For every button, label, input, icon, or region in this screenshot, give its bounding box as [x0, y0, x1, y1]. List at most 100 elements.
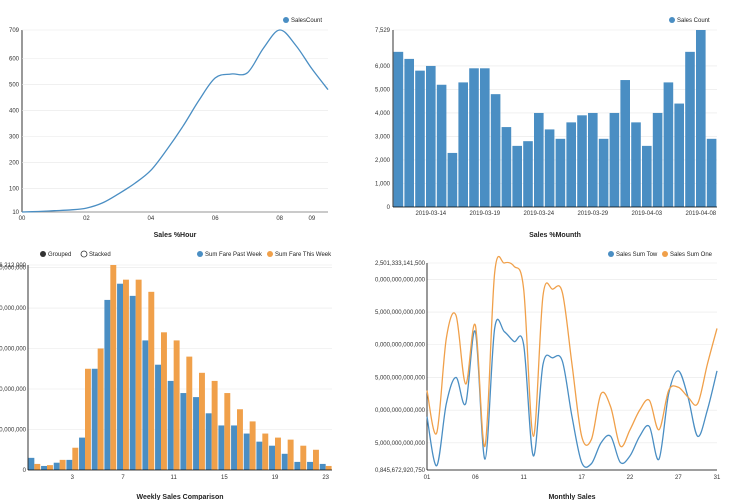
legend-past-week-swatch[interactable]: [197, 251, 203, 257]
bar-sum-fare-this-week[interactable]: [97, 348, 104, 470]
bar-sales-count[interactable]: [436, 84, 447, 207]
bar-sum-fare-this-week[interactable]: [161, 332, 167, 470]
bar-sales-count[interactable]: [393, 51, 404, 207]
bar-sales-count[interactable]: [566, 122, 576, 207]
bar-sum-fare-this-week[interactable]: [287, 439, 294, 470]
bar-sum-fare-past-week[interactable]: [281, 453, 288, 470]
y-tick-label: 20,000,000,000,000: [375, 408, 426, 414]
bar-sales-count[interactable]: [663, 82, 674, 207]
legend-sales-sum-one-swatch[interactable]: [662, 251, 668, 257]
y-tick-label: 10,845,672,920,750: [375, 468, 426, 474]
bar-sum-fare-past-week[interactable]: [142, 340, 149, 470]
x-tick-label: 15: [221, 475, 228, 481]
bar-sum-fare-past-week[interactable]: [155, 364, 161, 470]
bar-sum-fare-past-week[interactable]: [129, 295, 136, 470]
bar-sum-fare-this-week[interactable]: [199, 372, 205, 470]
bar-sales-count[interactable]: [577, 115, 587, 207]
bar-sales-count[interactable]: [685, 51, 695, 207]
monthly-sales-chart: 10,845,672,920,750 15,000,000,000,000 20,0…: [375, 250, 750, 500]
bar-sales-count[interactable]: [598, 138, 609, 207]
bar-sum-fare-past-week[interactable]: [294, 461, 301, 470]
monthly-sales-svg: 10,845,672,920,750 15,000,000,000,000 20,0…: [375, 251, 721, 500]
bar-sum-fare-past-week[interactable]: [117, 283, 123, 470]
bar-sales-count[interactable]: [415, 70, 425, 207]
bar-sum-fare-past-week[interactable]: [256, 441, 263, 470]
bar-sum-fare-this-week[interactable]: [262, 433, 269, 470]
bar-sum-fare-this-week[interactable]: [224, 393, 231, 470]
bar-sum-fare-this-week[interactable]: [313, 449, 319, 470]
legend-sales-sum-one-label: Sales Sum One: [670, 252, 713, 258]
bar-sales-count[interactable]: [523, 141, 533, 207]
y-tick-label: 500: [9, 82, 20, 88]
bar-sum-fare-this-week[interactable]: [59, 459, 66, 470]
bar-sales-count[interactable]: [447, 152, 458, 207]
bar-sales-count[interactable]: [696, 30, 706, 207]
bar-sum-fare-past-week[interactable]: [269, 445, 275, 470]
bar-sum-fare-this-week[interactable]: [275, 437, 281, 470]
bar-sum-fare-this-week[interactable]: [47, 465, 53, 470]
bar-sum-fare-this-week[interactable]: [148, 291, 155, 470]
x-tick-label: 2019-04-08: [685, 211, 716, 217]
bar-sales-count[interactable]: [544, 129, 555, 207]
bar-sales-count[interactable]: [588, 112, 598, 207]
bar-sum-fare-past-week[interactable]: [180, 393, 187, 470]
bar-sum-fare-past-week[interactable]: [193, 397, 199, 470]
bar-sum-fare-this-week[interactable]: [34, 463, 41, 470]
bar-sum-fare-this-week[interactable]: [325, 465, 332, 470]
bar-sum-fare-this-week[interactable]: [300, 445, 307, 470]
bar-sum-fare-this-week[interactable]: [173, 340, 180, 470]
bar-sales-count[interactable]: [469, 68, 479, 207]
y-tick-label: 300,000,000: [0, 347, 27, 353]
legend-salescount-swatch[interactable]: [283, 17, 289, 23]
bar-sales-count[interactable]: [490, 94, 501, 207]
bar-sum-fare-this-week[interactable]: [249, 421, 256, 470]
bar-sales-count[interactable]: [480, 68, 490, 207]
bar-sum-fare-this-week[interactable]: [186, 356, 193, 470]
bar-sum-fare-past-week[interactable]: [79, 437, 85, 470]
bar-sales-count[interactable]: [652, 112, 663, 207]
legend-this-week-swatch[interactable]: [267, 251, 273, 257]
bar-sales-count[interactable]: [458, 82, 468, 207]
bar-sum-fare-this-week[interactable]: [85, 368, 91, 470]
bar-sum-fare-past-week[interactable]: [53, 462, 60, 470]
bar-sum-fare-past-week[interactable]: [41, 465, 47, 470]
bar-sales-count[interactable]: [631, 122, 641, 207]
bar-sum-fare-past-week[interactable]: [28, 457, 35, 470]
bar-sum-fare-past-week[interactable]: [243, 433, 250, 470]
bar-sum-fare-past-week[interactable]: [231, 425, 237, 470]
bar-sum-fare-past-week[interactable]: [66, 459, 73, 470]
bar-sales-count[interactable]: [404, 58, 414, 207]
bar-sum-fare-past-week[interactable]: [307, 461, 313, 470]
bar-sales-count[interactable]: [534, 112, 544, 207]
x-tick-label: 23: [322, 475, 329, 481]
bar-sales-count[interactable]: [512, 145, 522, 207]
bar-sales-count[interactable]: [426, 65, 436, 208]
bar-sum-fare-past-week[interactable]: [319, 463, 326, 470]
bar-sum-fare-this-week[interactable]: [211, 380, 218, 470]
legend-sales-sum-tow-swatch[interactable]: [608, 251, 614, 257]
legend-sales-count-swatch[interactable]: [669, 17, 675, 23]
bar-sum-fare-this-week[interactable]: [72, 447, 79, 470]
bar-sales-count[interactable]: [501, 127, 512, 207]
y-tick-label: 400: [9, 108, 20, 114]
bar-sum-fare-past-week[interactable]: [218, 425, 225, 470]
bar-sum-fare-past-week[interactable]: [205, 413, 212, 470]
bar-sales-count[interactable]: [609, 112, 620, 207]
bar-sales-count[interactable]: [642, 145, 652, 207]
bar-sum-fare-this-week[interactable]: [110, 265, 117, 470]
bar-sales-count[interactable]: [555, 138, 566, 207]
bar-sales-count[interactable]: [706, 138, 717, 207]
bar-sum-fare-this-week[interactable]: [135, 279, 142, 470]
bar-sum-fare-this-week[interactable]: [237, 409, 243, 470]
grouped-radio[interactable]: [40, 251, 46, 257]
bar-sum-fare-past-week[interactable]: [167, 380, 174, 470]
stacked-radio[interactable]: [80, 250, 88, 258]
bar-sales-count[interactable]: [674, 103, 684, 207]
x-tick-label: 7: [121, 475, 125, 481]
bar-sum-fare-past-week[interactable]: [91, 368, 98, 470]
bar-sum-fare-this-week[interactable]: [123, 279, 129, 470]
bar-sum-fare-past-week[interactable]: [104, 299, 111, 470]
bar-sales-count[interactable]: [620, 80, 630, 207]
x-tick-label: 3: [71, 475, 75, 481]
x-tick-label: 27: [675, 475, 682, 481]
